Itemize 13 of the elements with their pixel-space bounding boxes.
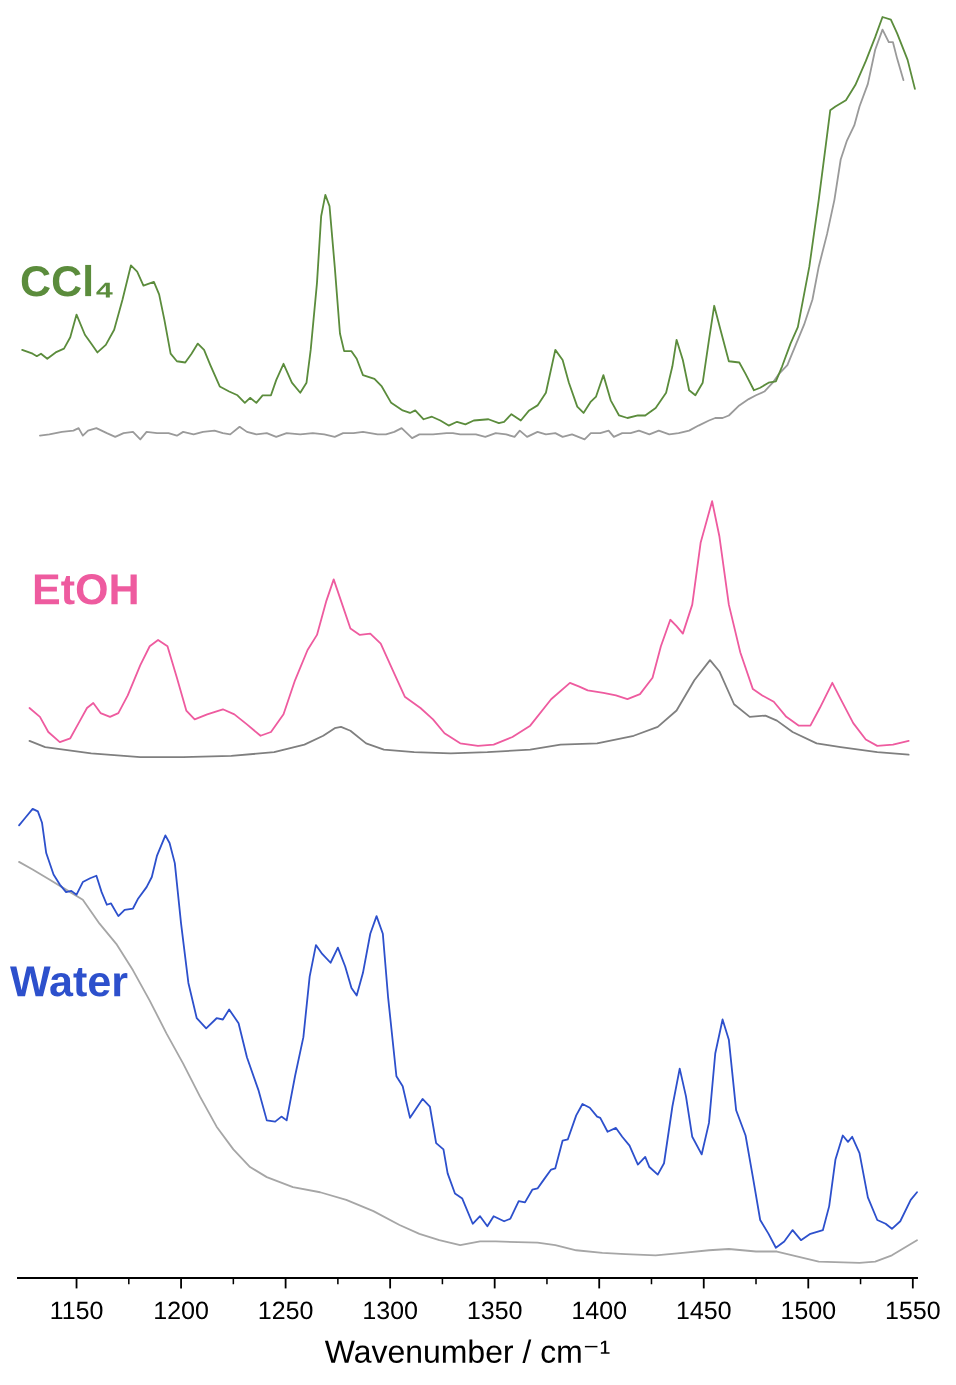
x-tick-label: 1250 <box>259 1301 313 1320</box>
series-label: Water <box>10 966 128 997</box>
x-axis-title: Wavenumber / cm⁻¹ <box>324 1339 610 1363</box>
x-tick-label: 1350 <box>468 1301 522 1320</box>
x-tick-label: 1200 <box>155 1301 208 1320</box>
x-tick-label: 1300 <box>364 1301 417 1320</box>
x-tick-label: 1150 <box>51 1301 103 1320</box>
x-tick-label: 1400 <box>573 1301 627 1320</box>
series-label: CCl₄ <box>21 264 113 298</box>
series-label: EtOH <box>34 574 137 605</box>
x-tick-label: 1550 <box>886 1301 940 1320</box>
x-tick-label: 1450 <box>677 1301 731 1320</box>
x-tick-label: 1500 <box>782 1301 836 1320</box>
